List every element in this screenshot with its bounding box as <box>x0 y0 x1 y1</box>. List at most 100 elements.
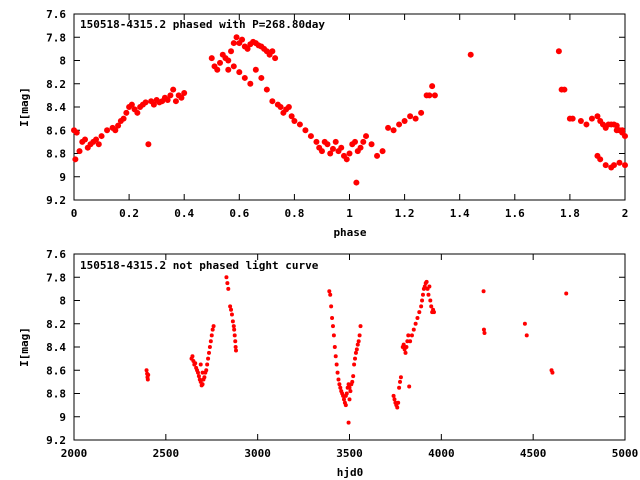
unphased-data-point <box>398 379 403 384</box>
unphased-x-tick-label: 2000 <box>61 447 88 460</box>
phased-data-point <box>357 144 364 151</box>
unphased-data-point <box>404 345 409 349</box>
phased-data-point <box>142 99 149 106</box>
phased-data-point <box>285 104 292 110</box>
phased-data-point <box>313 138 320 145</box>
phased-x-tick-label: 0.4 <box>174 207 194 220</box>
unphased-data-point <box>206 356 211 361</box>
phased-data-point <box>577 117 584 124</box>
phased-data-point <box>569 115 576 122</box>
phased-x-tick-label: 1 <box>346 207 353 220</box>
phased-data-point <box>302 127 309 134</box>
unphased-data-point <box>426 292 431 297</box>
unphased-ticks: 2000 2500 3000 3500 4000 4500 5000 7.6 7.8 8 8.2 8.… <box>46 248 638 460</box>
unphased-y-tick-label: 7.6 <box>46 248 66 261</box>
unphased-data-point <box>347 385 352 390</box>
unphased-data-point <box>233 348 238 353</box>
unphased-data-point <box>550 370 555 375</box>
unphased-data-point <box>482 331 487 336</box>
phased-data-point <box>230 63 237 70</box>
phased-data-point <box>426 92 433 99</box>
phased-data-point <box>602 162 609 169</box>
phased-data-point <box>412 115 419 122</box>
phased-data-point <box>619 127 626 134</box>
phased-data-point <box>134 109 141 116</box>
phased-data-point <box>272 55 279 62</box>
phased-y-tick-label: 8.6 <box>46 124 66 137</box>
phased-data-point <box>555 48 562 55</box>
phased-data-point <box>239 36 246 43</box>
phased-data-point <box>616 159 623 166</box>
phased-data-point <box>170 86 177 93</box>
phased-data-point <box>610 162 617 169</box>
phased-data-point <box>181 90 188 97</box>
unphased-data-point <box>354 347 359 352</box>
unphased-x-tick-label: 2500 <box>153 447 180 460</box>
unphased-plot-title: 150518-4315.2 not phased light curve <box>80 259 319 272</box>
phased-data-point <box>115 122 122 129</box>
phased-x-tick-label: 0.6 <box>229 207 249 220</box>
unphased-data-point <box>396 400 401 405</box>
phased-data-point <box>244 45 251 52</box>
unphased-data-point <box>193 361 198 366</box>
unphased-data-point <box>332 345 337 349</box>
unphased-data-point <box>401 342 406 347</box>
phased-x-tick-label: 0 <box>71 207 78 220</box>
phased-data-point <box>374 152 381 159</box>
phased-data-point <box>72 156 79 163</box>
phased-ticks: 0 0.2 0.4 0.6 0.8 1 1.2 1.4 1.6 1.8 2 7.6 7.8 8 8.2 8.4… <box>46 8 628 220</box>
phased-data-point <box>329 145 336 152</box>
unphased-data-point <box>204 368 209 373</box>
unphased-data-point <box>350 379 355 384</box>
unphased-data-point <box>431 310 436 315</box>
unphased-data-point <box>357 333 362 338</box>
unphased-data-point <box>424 279 429 284</box>
unphased-data-point <box>338 385 343 390</box>
phased-data-point <box>230 40 237 47</box>
unphased-data-point <box>411 327 416 332</box>
unphased-data-point <box>413 321 418 326</box>
unphased-data-point <box>428 298 433 303</box>
unphased-data-point <box>206 350 211 355</box>
phased-data-point <box>228 48 235 55</box>
unphased-data-point <box>346 382 351 387</box>
unphased-x-tick-label: 4000 <box>428 447 455 460</box>
phased-data-point <box>346 150 353 157</box>
unphased-data-point <box>407 384 412 389</box>
phased-data-point <box>396 121 403 128</box>
unphased-data-point <box>207 345 212 349</box>
unphased-y-axis-label: I[mag] <box>18 327 31 367</box>
unphased-data-point <box>356 339 361 344</box>
unphased-data-point <box>481 289 486 294</box>
unphased-data-point <box>231 324 236 329</box>
phased-data-point <box>288 113 295 120</box>
unphased-data-point <box>232 333 237 338</box>
phased-data-point <box>338 144 345 151</box>
phased-data-point <box>622 162 628 169</box>
unphased-data-point <box>347 397 352 402</box>
unphased-data-point <box>336 377 341 382</box>
unphased-data-point <box>333 354 338 359</box>
unphased-data-point <box>330 324 335 329</box>
phased-data-point <box>269 48 276 55</box>
phased-data-point <box>363 133 370 140</box>
phased-data-point <box>208 55 215 62</box>
phased-data-point <box>588 115 595 122</box>
phased-x-tick-label: 1.6 <box>505 207 525 220</box>
unphased-data-point <box>398 375 403 380</box>
unphased-data-point <box>403 350 408 355</box>
phased-data-point <box>352 138 359 145</box>
unphased-data-point <box>224 275 229 280</box>
phased-data-point <box>252 66 259 73</box>
phased-points <box>71 34 628 186</box>
unphased-data-point <box>522 321 527 326</box>
phased-data-point <box>467 51 474 58</box>
phased-data-point <box>128 101 135 108</box>
unphased-data-point <box>205 362 210 367</box>
phased-data-point <box>241 74 248 81</box>
unphased-data-point <box>190 354 195 359</box>
unphased-data-point <box>196 374 201 379</box>
unphased-data-point <box>343 403 348 408</box>
unphased-y-tick-label: 7.8 <box>46 271 66 284</box>
